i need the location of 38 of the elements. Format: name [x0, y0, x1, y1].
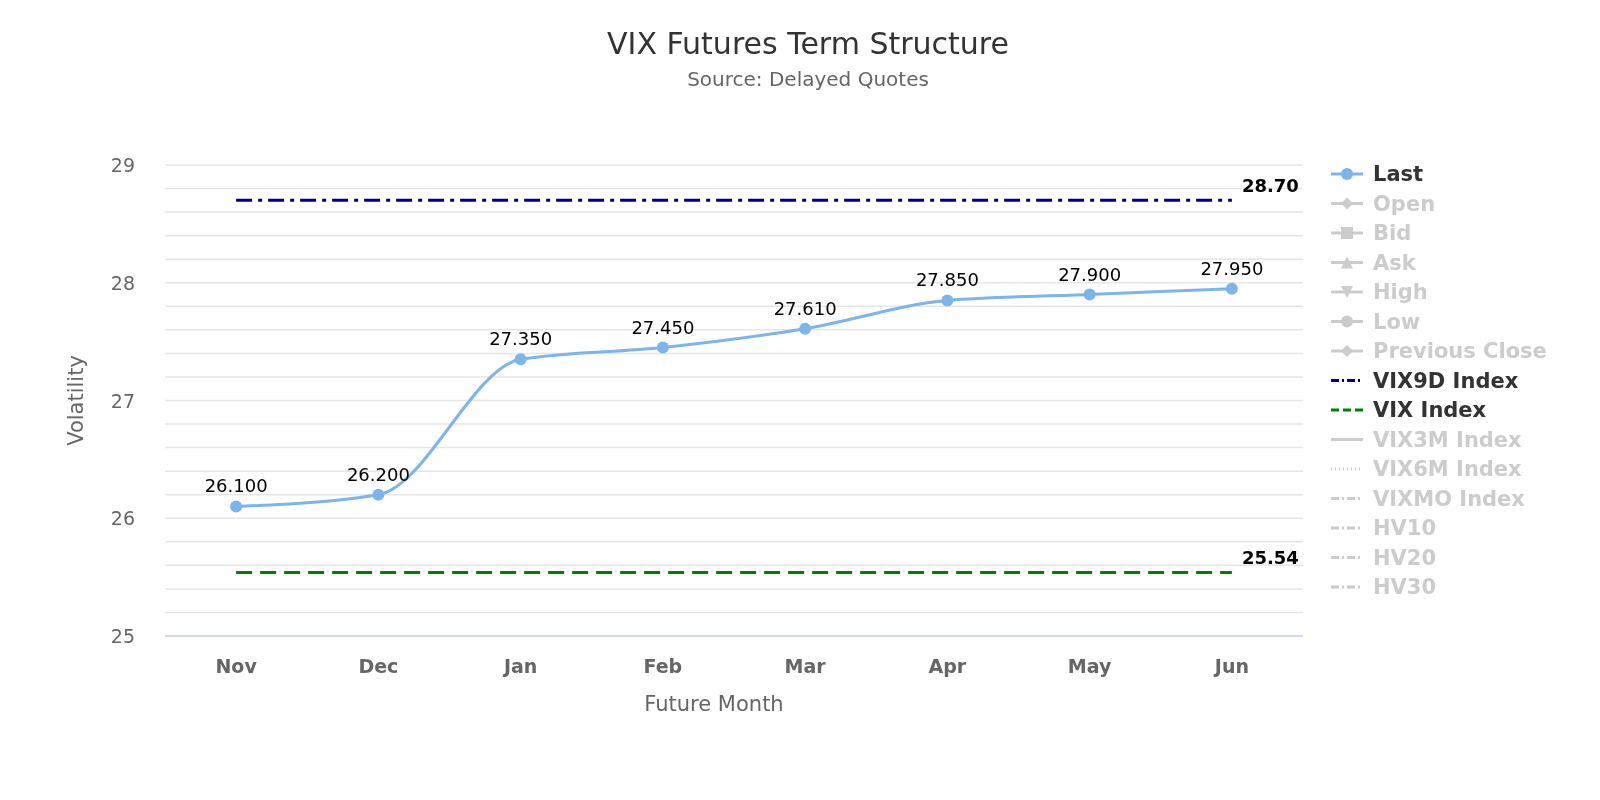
legend-label: VIX9D Index [1373, 368, 1519, 393]
data-label: 26.100 [204, 475, 268, 497]
data-label: 25.54 [1241, 547, 1299, 569]
legend-label: VIX Index [1373, 398, 1487, 422]
x-tick-label: Nov [215, 655, 258, 677]
x-tick-label: Mar [784, 655, 827, 677]
point [1083, 288, 1096, 301]
data-label: 27.450 [631, 316, 695, 338]
point [514, 353, 527, 366]
point [799, 322, 812, 335]
chart-title: VIX Futures Term Structure [607, 26, 1009, 61]
y-tick-label: 29 [110, 154, 135, 176]
point [941, 294, 954, 307]
data-label: 27.950 [1200, 257, 1264, 279]
x-tick-label: Apr [928, 655, 967, 677]
data-label: 27.900 [1058, 263, 1122, 285]
point [230, 500, 243, 513]
y-tick-label: 26 [110, 507, 135, 530]
x-tick-label: Feb [643, 655, 683, 677]
x-tick-label: Jun [1212, 655, 1249, 677]
x-tick-label: Dec [358, 655, 399, 677]
y-tick-label: 28 [110, 271, 135, 294]
point [372, 488, 385, 501]
x-axis-title: Future Month [644, 692, 784, 716]
legend-label: Last [1373, 162, 1424, 186]
point [656, 341, 669, 354]
x-tick-label: May [1067, 655, 1112, 677]
y-tick-label: 25 [110, 625, 135, 647]
data-label: 28.70 [1241, 175, 1299, 197]
data-label: 27.610 [773, 297, 837, 319]
x-tick-label: Jan [501, 655, 538, 677]
y-axis-title: Volatility [64, 355, 88, 446]
chart-subtitle: Source: Delayed Quotes [687, 67, 929, 91]
point [1225, 282, 1238, 295]
y-tick-label: 27 [110, 389, 135, 412]
data-label: 27.350 [489, 328, 553, 350]
data-label: 27.850 [915, 269, 979, 291]
data-label: 26.200 [346, 463, 410, 485]
